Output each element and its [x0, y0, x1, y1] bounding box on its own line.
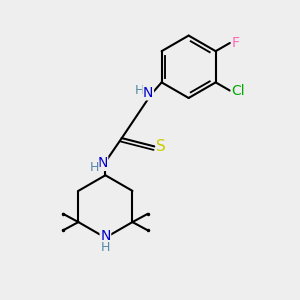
Text: N: N	[97, 156, 108, 170]
Text: H: H	[101, 241, 110, 254]
Text: Cl: Cl	[231, 84, 245, 98]
Text: F: F	[232, 36, 240, 50]
Text: N: N	[100, 229, 111, 243]
Text: N: N	[143, 86, 153, 100]
Text: H: H	[89, 161, 99, 174]
Text: S: S	[156, 139, 166, 154]
Text: H: H	[135, 84, 145, 97]
